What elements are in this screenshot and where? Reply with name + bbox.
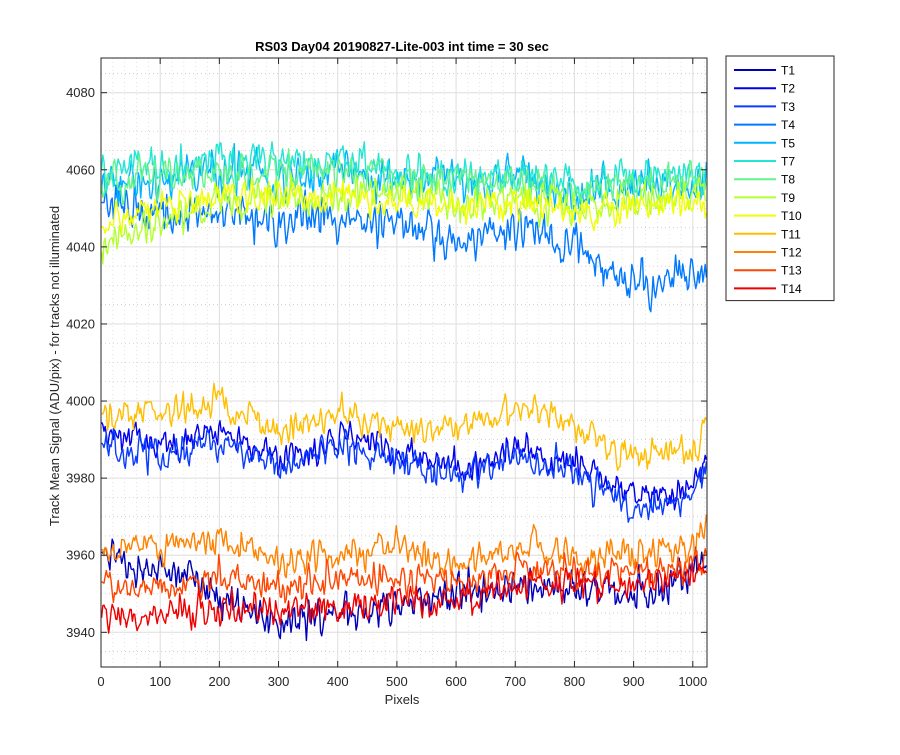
series-line-t4 [101, 180, 707, 313]
y-tick-label: 4000 [66, 394, 95, 409]
y-tick-label: 3980 [66, 471, 95, 486]
legend-label: T12 [781, 246, 802, 260]
plot-area-border [100, 57, 708, 668]
series-line-t12 [101, 514, 707, 579]
y-tick-label: 4040 [66, 239, 95, 254]
legend-label: T9 [781, 191, 795, 205]
legend-label: T11 [781, 227, 801, 241]
series-line-t13 [101, 548, 707, 604]
x-tick-label: 800 [564, 674, 586, 689]
legend-label: T2 [781, 82, 795, 96]
y-tick-label: 4060 [66, 162, 95, 177]
legend-label: T3 [781, 100, 795, 114]
x-tick-label: 900 [623, 674, 645, 689]
axis-ticks: 0 100 200 300 400 500 600 700 800 900 1000 3940 3960… [66, 58, 707, 689]
legend-label: T5 [781, 136, 795, 150]
legend-label: T13 [781, 264, 802, 278]
x-tick-label: 100 [149, 674, 171, 689]
x-tick-label: 700 [504, 674, 526, 689]
series-line-t14 [101, 561, 707, 634]
y-axis-label: Track Mean Signal (ADU/pix) - for tracks… [47, 206, 62, 526]
legend-label: T8 [781, 173, 795, 187]
series-line-t11 [101, 382, 707, 472]
legend-label: T4 [781, 118, 795, 132]
series-line-t9 [101, 172, 707, 265]
y-tick-label: 3940 [66, 625, 95, 640]
series-line-t3 [101, 428, 707, 523]
legend: T1 T2 T3 T4 T5 T7 T8 T9 T10 T11 T12 T13 T14 [725, 55, 835, 302]
y-tick-label: 3960 [66, 548, 95, 563]
x-tick-label: 300 [268, 674, 290, 689]
y-tick-label: 4020 [66, 316, 95, 331]
legend-label: T10 [781, 209, 802, 223]
x-axis-label: Pixels [385, 692, 420, 707]
x-tick-label: 600 [445, 674, 467, 689]
x-tick-label: 400 [327, 674, 349, 689]
legend-label: T14 [781, 282, 802, 296]
series-lines [101, 141, 707, 642]
y-tick-label: 4080 [66, 85, 95, 100]
legend-label: T1 [781, 64, 795, 78]
x-tick-label: 500 [386, 674, 408, 689]
x-tick-label: 0 [97, 674, 104, 689]
x-tick-label: 1000 [678, 674, 707, 689]
legend-label: T7 [781, 155, 795, 169]
chart-title: RS03 Day04 20190827-Lite-003 int time = … [255, 39, 549, 54]
series-line-t10 [101, 176, 707, 235]
x-tick-label: 200 [209, 674, 231, 689]
